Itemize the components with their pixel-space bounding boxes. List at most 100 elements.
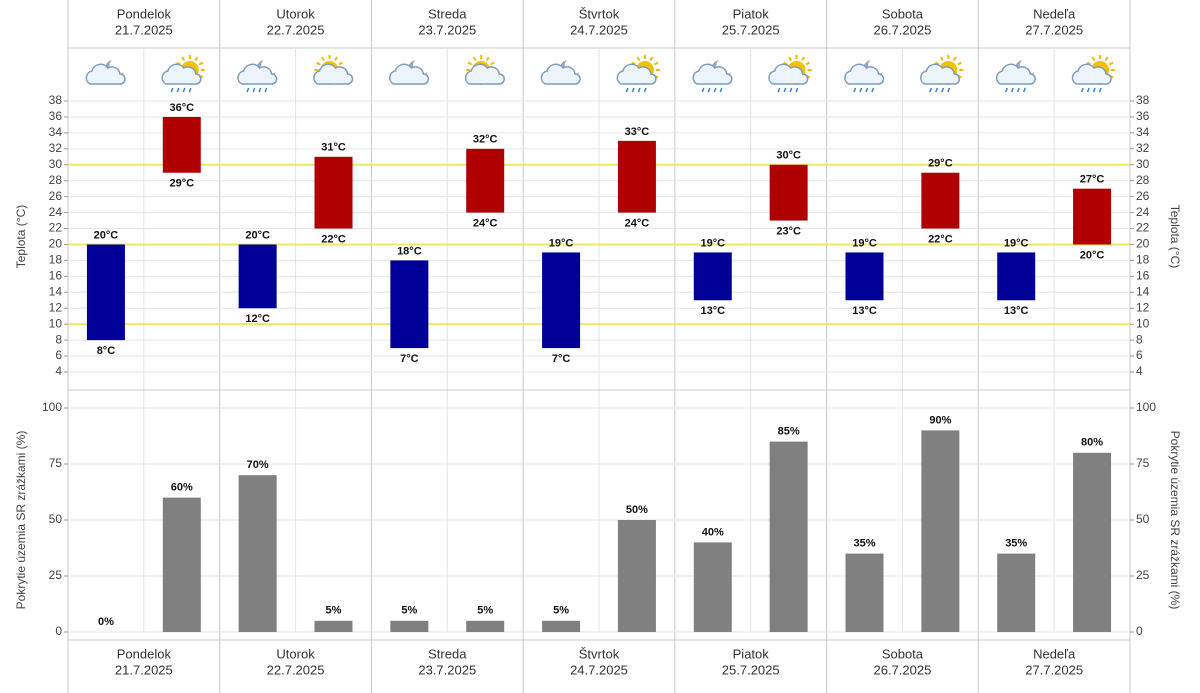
day-name: Pondelok bbox=[117, 6, 172, 21]
rain-drop bbox=[631, 87, 635, 93]
y2-tick-label: 14 bbox=[1136, 284, 1150, 298]
sun-ray bbox=[198, 61, 204, 66]
cloud-icon bbox=[85, 63, 126, 85]
y-tick-label: 38 bbox=[49, 93, 63, 107]
rain-drop bbox=[783, 87, 787, 93]
low-label: 24°C bbox=[625, 217, 650, 229]
sun-ray bbox=[490, 61, 495, 66]
y2-tick-label: 6 bbox=[1136, 348, 1143, 362]
sun-ray bbox=[316, 61, 321, 66]
low-label: 29°C bbox=[169, 178, 194, 190]
sun-ray bbox=[334, 56, 338, 61]
rain-drop bbox=[246, 87, 250, 93]
sun-ray bbox=[321, 56, 325, 61]
y-tick-label: 50 bbox=[49, 512, 63, 526]
rain-drop bbox=[1080, 87, 1084, 93]
range-bar bbox=[769, 164, 808, 221]
y2-tick-label: 8 bbox=[1136, 332, 1143, 346]
high-label: 36°C bbox=[169, 102, 194, 114]
value-label: 80% bbox=[1081, 437, 1103, 449]
rain-drop bbox=[176, 87, 180, 93]
cloud-icon bbox=[920, 63, 961, 85]
y2-axis-label: Teplota (°C) bbox=[1168, 205, 1182, 269]
rain-drop bbox=[947, 87, 951, 93]
bar bbox=[238, 475, 277, 632]
y2-tick-label: 26 bbox=[1136, 189, 1150, 203]
y-axis-label: Teplota (°C) bbox=[14, 205, 28, 269]
day-name: Štvrtok bbox=[579, 6, 620, 21]
cloud-icon bbox=[616, 63, 657, 85]
rain-drop bbox=[182, 87, 186, 93]
day-name: Štvrtok bbox=[579, 646, 620, 661]
high-label: 19°C bbox=[1004, 237, 1029, 249]
day-date: 27.7.2025 bbox=[1025, 22, 1083, 37]
y2-tick-label: 10 bbox=[1136, 316, 1150, 330]
range-bar bbox=[86, 244, 125, 341]
y-tick-label: 26 bbox=[49, 189, 63, 203]
cloud-icon bbox=[768, 63, 809, 85]
value-label: 50% bbox=[626, 504, 648, 516]
high-label: 33°C bbox=[625, 126, 650, 138]
day-date: 22.7.2025 bbox=[267, 662, 325, 677]
rain-drop bbox=[713, 87, 717, 93]
day-date: 23.7.2025 bbox=[418, 662, 476, 677]
rain-drop bbox=[258, 87, 262, 93]
value-label: 60% bbox=[171, 482, 193, 494]
low-label: 8°C bbox=[97, 345, 116, 357]
sun-ray bbox=[952, 56, 957, 61]
y2-tick-label: 18 bbox=[1136, 253, 1150, 267]
low-label: 22°C bbox=[321, 233, 346, 245]
sun-ray bbox=[636, 56, 641, 61]
rain-drop bbox=[643, 87, 647, 93]
high-label: 19°C bbox=[549, 237, 574, 249]
rain-drop bbox=[264, 87, 268, 93]
weather-icon bbox=[540, 60, 581, 85]
day-name: Sobota bbox=[882, 6, 924, 21]
y2-tick-label: 75 bbox=[1136, 456, 1150, 470]
rain-drop bbox=[789, 87, 793, 93]
y-tick-label: 16 bbox=[49, 269, 63, 283]
y2-tick-label: 16 bbox=[1136, 269, 1150, 283]
value-label: 90% bbox=[929, 414, 951, 426]
y-tick-label: 22 bbox=[49, 221, 63, 235]
bar bbox=[693, 542, 732, 632]
y2-tick-label: 12 bbox=[1136, 300, 1150, 314]
day-date: 21.7.2025 bbox=[115, 22, 173, 37]
day-name: Nedeľa bbox=[1033, 646, 1076, 661]
bar bbox=[921, 430, 960, 632]
rain-drop bbox=[1011, 87, 1014, 93]
cloud-icon bbox=[844, 63, 885, 85]
rain-drop bbox=[707, 87, 711, 93]
day-name: Utorok bbox=[276, 6, 315, 21]
bar bbox=[769, 441, 808, 632]
y-tick-label: 10 bbox=[49, 316, 63, 330]
high-label: 32°C bbox=[473, 134, 498, 146]
cloud-icon bbox=[995, 63, 1036, 85]
y-tick-label: 34 bbox=[49, 125, 63, 139]
sun-ray bbox=[181, 56, 186, 61]
y2-tick-label: 4 bbox=[1136, 364, 1143, 378]
value-label: 35% bbox=[1005, 538, 1027, 550]
bar bbox=[542, 620, 581, 632]
rain-drop bbox=[1005, 87, 1008, 93]
high-label: 19°C bbox=[700, 237, 725, 249]
rain-drop bbox=[859, 87, 863, 93]
high-label: 19°C bbox=[852, 237, 877, 249]
y2-tick-label: 30 bbox=[1136, 157, 1150, 171]
value-label: 70% bbox=[247, 459, 269, 471]
weather-icon bbox=[920, 55, 964, 93]
low-label: 7°C bbox=[400, 353, 419, 365]
high-label: 18°C bbox=[397, 245, 422, 257]
bar bbox=[390, 620, 429, 632]
range-bar bbox=[314, 156, 353, 229]
rain-drop bbox=[865, 87, 869, 93]
sun-ray bbox=[472, 56, 477, 61]
low-label: 24°C bbox=[473, 217, 498, 229]
y-tick-label: 4 bbox=[55, 364, 62, 378]
y-tick-label: 75 bbox=[49, 456, 63, 470]
rain-drop bbox=[1086, 87, 1090, 93]
sun-ray bbox=[957, 61, 962, 66]
y-tick-label: 12 bbox=[49, 300, 63, 314]
y-tick-label: 6 bbox=[55, 348, 62, 362]
sun-ray bbox=[1091, 56, 1096, 61]
